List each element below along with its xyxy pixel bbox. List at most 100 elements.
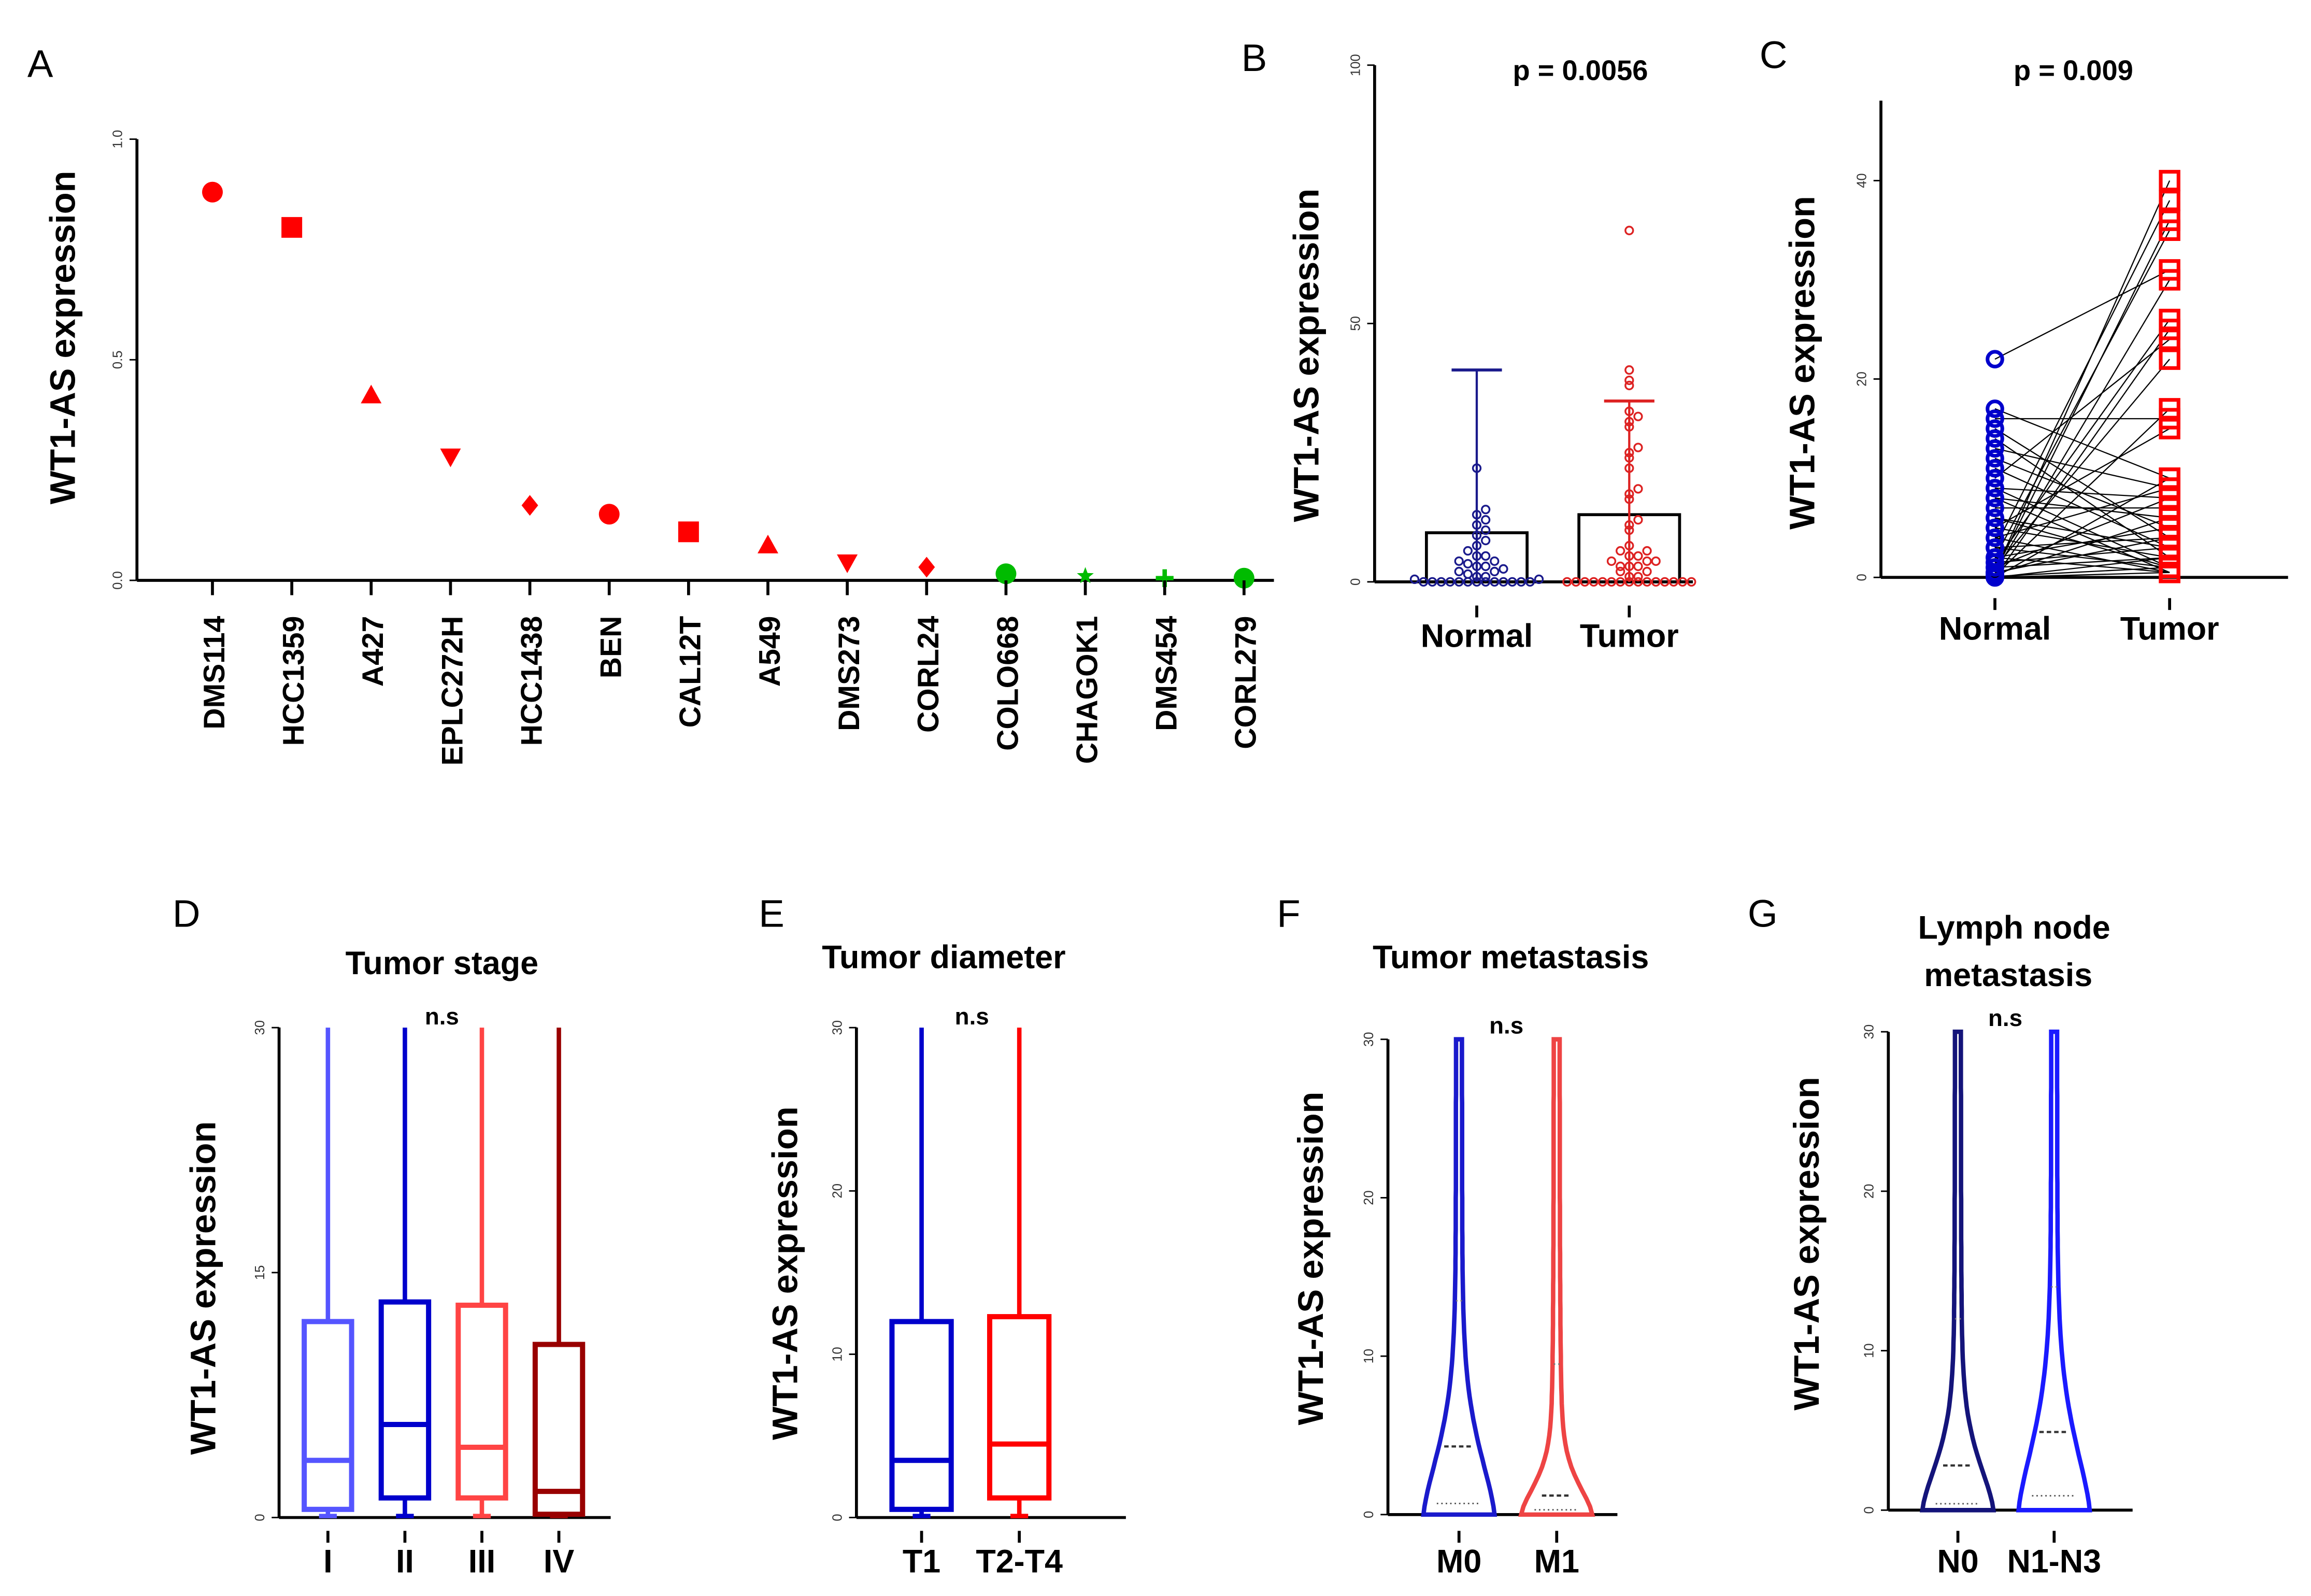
data-point	[1624, 422, 1634, 432]
data-point	[1624, 453, 1634, 463]
data-point	[1419, 577, 1429, 587]
point-diamond	[918, 557, 935, 578]
violin	[1421, 1037, 1497, 1517]
pair-line	[1994, 557, 2170, 568]
point-square	[281, 217, 303, 238]
pair-line	[1994, 279, 2171, 573]
y-tick-label: 30	[1362, 1032, 1376, 1047]
data-point	[1624, 417, 1634, 426]
normal-point	[1986, 489, 2004, 507]
data-point	[1481, 551, 1491, 561]
data-point	[1463, 569, 1473, 579]
box	[455, 1302, 508, 1501]
tumor-point	[2159, 169, 2180, 192]
y-axis-label: WT1-AS expression	[1291, 1092, 1331, 1426]
normal-point	[1986, 518, 2004, 537]
data-point	[1472, 540, 1482, 551]
data-point	[1624, 406, 1634, 416]
panel-label-g: G	[1748, 892, 1778, 935]
point-circle	[995, 563, 1017, 585]
x-tick-label: CORL24	[912, 616, 945, 733]
data-point	[1642, 577, 1652, 587]
box	[889, 1319, 954, 1512]
data-point	[1481, 572, 1491, 582]
x-tick-label: N0	[1937, 1543, 1978, 1579]
pair-line	[1994, 428, 2170, 529]
box	[987, 1314, 1052, 1501]
normal-point	[1986, 568, 2004, 587]
normal-point	[1986, 350, 2004, 369]
data-point	[1633, 411, 1643, 421]
tumor-point	[2159, 527, 2180, 549]
data-point	[1678, 577, 1688, 587]
y-tick-label: 20	[1854, 372, 1869, 387]
tumor-point	[2159, 209, 2180, 231]
x-tick-label: COLO668	[991, 616, 1024, 751]
violin	[1919, 1029, 1996, 1513]
y-axis-label: WT1-AS expression	[42, 170, 82, 504]
ns-e: n.s	[955, 1003, 989, 1030]
x-tick-label: CORL279	[1230, 616, 1263, 749]
data-point	[1606, 556, 1617, 566]
pair-line	[1994, 567, 2170, 577]
pair-line	[1994, 269, 2170, 360]
data-point	[1642, 566, 1652, 577]
data-point	[1428, 577, 1437, 587]
data-point	[1616, 561, 1625, 572]
tumor-point	[2159, 398, 2180, 420]
pair-line	[1994, 487, 2170, 538]
data-point	[1660, 577, 1670, 587]
pair-line	[1994, 477, 2170, 578]
title-g-line1: Lymph node	[1918, 909, 2110, 946]
data-point	[1525, 577, 1535, 587]
panel-label-a: A	[27, 42, 53, 86]
tumor-point	[2159, 561, 2180, 583]
data-point	[1562, 577, 1572, 587]
y-axis-label: WT1-AS expression	[1787, 1077, 1827, 1410]
x-tick-label: HCC1438	[515, 616, 548, 746]
data-point	[1616, 566, 1625, 577]
y-axis-label: WT1-AS expression	[183, 1121, 223, 1455]
normal-point	[1986, 498, 2004, 518]
data-point	[1490, 566, 1500, 577]
y-tick-label: 0	[1862, 1506, 1877, 1514]
data-point	[1687, 577, 1696, 587]
data-point	[1624, 225, 1634, 235]
point-star	[1077, 567, 1094, 583]
data-point	[1633, 443, 1643, 452]
data-point	[1633, 551, 1643, 561]
panel-label-c: C	[1760, 33, 1788, 76]
pair-line	[1994, 180, 2171, 573]
normal-point	[1986, 429, 2004, 448]
panel-f: 0 10 20 30 WT1-AS expression M0 M1	[1291, 1032, 1618, 1579]
x-tick-label: BEN	[595, 616, 628, 679]
tumor-point	[2159, 547, 2180, 568]
data-point	[1472, 561, 1482, 572]
data-point	[1454, 566, 1464, 577]
data-point	[1463, 559, 1473, 569]
normal-point	[1986, 528, 2004, 547]
p-value-c: p = 0.009	[2014, 54, 2133, 86]
ns-d: n.s	[425, 1003, 459, 1030]
x-tick-label: Normal	[1939, 610, 2051, 647]
title-e: Tumor diameter	[822, 939, 1065, 976]
x-tick-label: II	[396, 1543, 414, 1579]
title-g-line2: metastasis	[1924, 957, 2092, 993]
data-point	[1624, 489, 1634, 499]
p-value-b: p = 0.0056	[1513, 54, 1648, 86]
data-point	[1642, 546, 1652, 556]
data-point	[1616, 577, 1625, 587]
pair-line	[1994, 572, 2170, 578]
y-tick-label: 10	[1862, 1343, 1877, 1358]
normal-point	[1986, 469, 2004, 488]
point-triangle	[758, 534, 778, 553]
data-point	[1624, 561, 1634, 572]
normal-point	[1986, 439, 2004, 458]
y-tick-label: 0.0	[111, 571, 125, 590]
panel-label-b: B	[1242, 36, 1267, 79]
y-tick-label: 40	[1854, 173, 1869, 188]
data-point	[1624, 365, 1634, 375]
tumor-point	[2159, 467, 2180, 489]
x-tick-label: Normal	[1421, 618, 1533, 654]
data-point	[1472, 577, 1482, 587]
